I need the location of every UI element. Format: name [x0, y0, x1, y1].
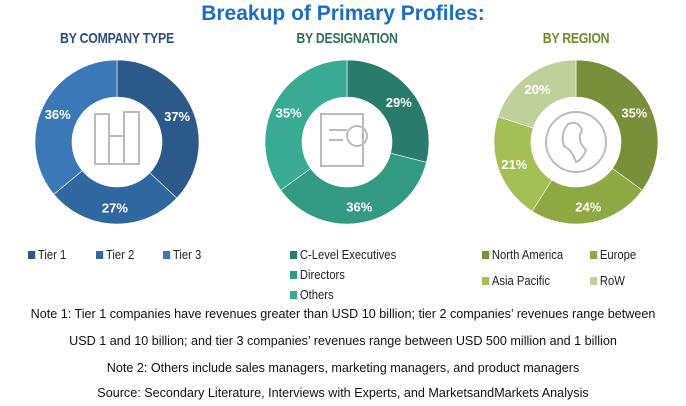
data-label: 21%: [501, 157, 527, 172]
data-label: 36%: [45, 107, 71, 122]
data-label: 27%: [102, 200, 128, 215]
legend-label: Asia Pacific: [491, 274, 551, 288]
donut-slice: [575, 59, 659, 191]
data-label: 29%: [386, 95, 412, 110]
data-label: 35%: [276, 105, 302, 120]
note-2: Note 2: Others include sales managers, m…: [106, 361, 580, 375]
legend-label: Directors: [299, 268, 345, 282]
legend-label: C-Level Executives: [299, 248, 397, 262]
legend-swatch: [590, 277, 598, 285]
legend-label: RoW: [599, 274, 625, 288]
donut-slice: [280, 152, 427, 225]
legend-swatch: [28, 251, 36, 259]
legend-item: North America: [482, 248, 563, 262]
legend-swatch: [290, 291, 298, 299]
donut-slice: [497, 59, 577, 129]
legend-item: Others: [290, 288, 334, 302]
page-title: Breakup of Primary Profiles:: [201, 2, 485, 25]
legend-label: Europe: [599, 248, 637, 262]
certificate-icon: [320, 113, 368, 167]
chart-subtitle: BY REGION: [542, 30, 610, 47]
donut-slice: [34, 59, 118, 195]
legend-swatch: [290, 271, 298, 279]
donut-slice: [346, 59, 430, 163]
donut-slice: [116, 59, 200, 199]
legend-swatch: [590, 251, 598, 259]
legend-item: Tier 2: [96, 248, 134, 262]
legend-label: Tier 1: [37, 248, 67, 262]
globe-icon: [545, 111, 607, 173]
legend-label: Tier 3: [172, 248, 202, 262]
legend-item: Tier 3: [163, 248, 201, 262]
legend-item: Tier 1: [28, 248, 66, 262]
data-label: 36%: [346, 199, 372, 214]
legend-item: Europe: [590, 248, 636, 262]
legend-swatch: [163, 251, 171, 259]
note-1a: Note 1: Tier 1 companies have revenues g…: [30, 307, 656, 321]
legend-item: Asia Pacific: [482, 274, 550, 288]
legend-item: Directors: [290, 268, 345, 282]
donut-slice: [53, 170, 178, 225]
legend-label: Tier 2: [105, 248, 135, 262]
buildings-icon: [94, 111, 140, 165]
legend-label: Others: [299, 288, 334, 302]
note-1b: USD 1 and 10 billion; and tier 3 compani…: [69, 334, 617, 348]
data-label: 37%: [164, 109, 190, 124]
source-note: Source: Secondary Literature, Interviews…: [97, 386, 589, 400]
donut-slice: [264, 59, 348, 191]
chart-subtitle: BY COMPANY TYPE: [60, 30, 174, 47]
legend-label: North America: [491, 248, 564, 262]
legend-swatch: [482, 251, 490, 259]
chart-subtitle: BY DESIGNATION: [296, 30, 398, 47]
data-label: 24%: [575, 199, 601, 214]
legend-item: C-Level Executives: [290, 248, 396, 262]
data-label: 35%: [621, 105, 647, 120]
legend-swatch: [96, 251, 104, 259]
legend-swatch: [290, 251, 298, 259]
legend-swatch: [482, 277, 490, 285]
legend-item: RoW: [590, 274, 625, 288]
data-label: 20%: [524, 82, 550, 97]
